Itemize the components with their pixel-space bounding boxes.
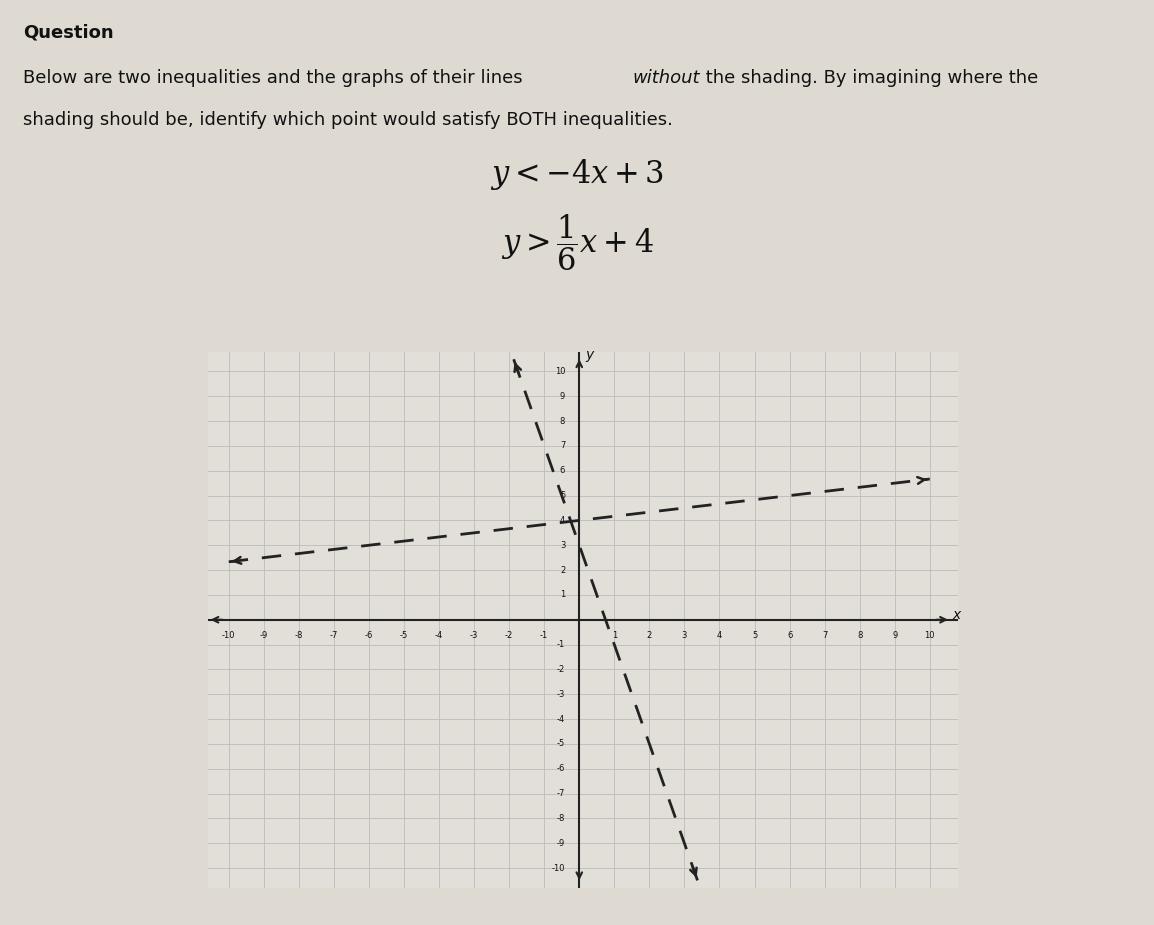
Text: 3: 3 (682, 631, 687, 640)
Text: -2: -2 (505, 631, 514, 640)
Text: -8: -8 (294, 631, 304, 640)
Text: -5: -5 (557, 739, 565, 748)
Text: 9: 9 (892, 631, 898, 640)
Text: 6: 6 (787, 631, 793, 640)
Text: 10: 10 (924, 631, 935, 640)
Text: 7: 7 (560, 441, 565, 450)
Text: -10: -10 (222, 631, 235, 640)
Text: 2: 2 (560, 565, 565, 574)
Text: x: x (952, 608, 960, 622)
Text: 5: 5 (560, 491, 565, 500)
Text: -6: -6 (365, 631, 373, 640)
Text: 3: 3 (560, 541, 565, 549)
Text: shading should be, identify which point would satisfy BOTH inequalities.: shading should be, identify which point … (23, 111, 673, 129)
Text: -8: -8 (557, 814, 565, 823)
Text: -1: -1 (557, 640, 565, 649)
Text: 1: 1 (560, 590, 565, 599)
Text: -4: -4 (557, 715, 565, 723)
Text: Below are two inequalities and the graphs of their lines: Below are two inequalities and the graph… (23, 69, 529, 87)
Text: 8: 8 (857, 631, 862, 640)
Text: Question: Question (23, 23, 114, 41)
Text: 9: 9 (560, 391, 565, 401)
Text: -4: -4 (435, 631, 443, 640)
Text: -5: -5 (400, 631, 409, 640)
Text: -9: -9 (557, 839, 565, 848)
Text: -9: -9 (260, 631, 268, 640)
Text: the shading. By imagining where the: the shading. By imagining where the (700, 69, 1039, 87)
Text: -3: -3 (470, 631, 478, 640)
Text: -3: -3 (557, 690, 565, 698)
Text: 7: 7 (822, 631, 827, 640)
Text: -7: -7 (557, 789, 565, 798)
Text: y: y (586, 348, 594, 363)
Text: -10: -10 (552, 864, 565, 872)
Text: 6: 6 (560, 466, 565, 475)
Text: 2: 2 (646, 631, 652, 640)
Text: 10: 10 (555, 367, 565, 376)
Text: $y < -4x + 3$: $y < -4x + 3$ (490, 157, 664, 192)
Text: -2: -2 (557, 665, 565, 674)
Text: $y > \dfrac{1}{6}x + 4$: $y > \dfrac{1}{6}x + 4$ (501, 213, 653, 273)
Text: 1: 1 (612, 631, 617, 640)
Text: 8: 8 (560, 416, 565, 426)
Text: 4: 4 (717, 631, 722, 640)
Text: -1: -1 (540, 631, 548, 640)
Text: 4: 4 (560, 516, 565, 524)
Text: 5: 5 (752, 631, 757, 640)
Text: -7: -7 (330, 631, 338, 640)
Text: -6: -6 (557, 764, 565, 773)
Text: without: without (632, 69, 699, 87)
